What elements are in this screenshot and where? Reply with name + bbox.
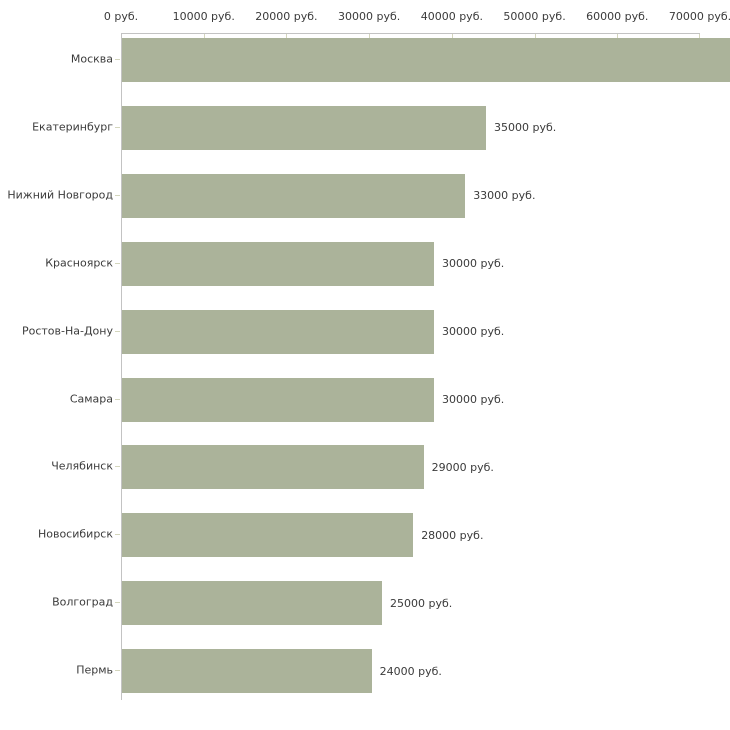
x-axis-tick-mark	[369, 34, 371, 38]
bar-row: 30000 руб.	[122, 377, 730, 422]
bar-value-label: 30000 руб.	[442, 325, 505, 339]
bar-value-label: 24000 руб.	[379, 664, 442, 678]
bar-row: 35000 руб.	[122, 105, 730, 150]
bar-row: 24000 руб.	[122, 649, 730, 694]
bar	[122, 241, 434, 286]
y-axis-tick-mark	[115, 398, 120, 400]
y-axis-tick-mark	[115, 59, 120, 60]
bar-row: 30000 руб.	[122, 309, 730, 354]
y-axis-category-label: Волгоград	[52, 595, 113, 609]
y-axis-category-label: Новосибирск	[37, 527, 113, 541]
y-axis-category-label: Самара	[69, 392, 113, 405]
x-axis-tick-label: 50000 руб.	[503, 10, 566, 23]
y-axis-category-label: Нижний Новгород	[7, 188, 113, 202]
bar	[122, 377, 434, 422]
plot-area: 60000 руб. 35000 руб. 33000 руб. 30000 руб.…	[121, 33, 730, 713]
x-axis-tick-mark	[203, 34, 205, 38]
bar	[122, 649, 372, 694]
bar-value-label: 30000 руб.	[442, 257, 505, 271]
y-axis-tick-mark	[115, 262, 120, 264]
bar	[122, 38, 730, 82]
bar-value-label: 28000 руб.	[421, 528, 484, 542]
x-axis-tick-label: 0 руб.	[103, 10, 139, 23]
y-axis-tick-mark	[115, 602, 120, 604]
bar-value-label: 35000 руб.	[494, 121, 557, 135]
y-axis-tick-mark	[115, 126, 120, 128]
bar-row: 33000 руб.	[122, 173, 730, 218]
y-axis-category-label: Пермь	[76, 663, 113, 677]
bar	[122, 581, 382, 626]
y-axis-tick-mark	[115, 330, 120, 332]
bar	[122, 309, 434, 354]
y-axis-tick-mark	[115, 466, 120, 468]
x-axis-tick-mark	[451, 34, 453, 38]
x-axis-tick-label: 70000 руб.	[668, 10, 730, 23]
bar	[122, 173, 466, 218]
bar-row: 29000 руб.	[122, 445, 730, 490]
x-axis-tick-label: 40000 руб.	[420, 10, 483, 23]
y-axis-labels: Москва Екатеринбург Нижний Новгород Красноя…	[0, 33, 121, 713]
y-axis-category-label: Красноярск	[45, 256, 113, 270]
bar-row: 25000 руб.	[122, 581, 730, 626]
x-axis-tick-mark	[617, 34, 619, 38]
x-axis: 0 руб. 10000 руб. 20000 руб. 30000 руб. 4000…	[104, 0, 730, 33]
x-axis-tick-label: 60000 руб.	[586, 10, 649, 23]
x-axis-tick-label: 20000 руб.	[255, 10, 318, 23]
bar-value-label: 25000 руб.	[390, 596, 453, 610]
y-axis-tick-mark	[115, 534, 120, 536]
y-axis-tick-mark	[115, 194, 120, 196]
y-axis-category-label: Челябинск	[51, 459, 113, 473]
x-axis-tick-mark	[534, 34, 536, 38]
x-axis-tick-label: 30000 руб.	[338, 10, 401, 23]
bar	[122, 445, 424, 490]
x-axis-tick-mark	[699, 34, 700, 38]
bar-row: 30000 руб.	[122, 241, 730, 286]
y-axis-line	[121, 33, 122, 700]
bar-value-label: 30000 руб.	[442, 393, 505, 406]
bar-row: 28000 руб.	[122, 513, 730, 558]
bar	[122, 105, 486, 150]
x-axis-tick-label: 10000 руб.	[172, 10, 235, 23]
bar-row: 60000 руб.	[122, 38, 730, 82]
y-axis-category-label: Екатеринбург	[32, 120, 113, 134]
y-axis-category-label: Ростов-На-Дону	[21, 324, 113, 338]
bar-value-label: 33000 руб.	[473, 189, 536, 203]
bar	[122, 513, 414, 558]
x-axis-tick-mark	[286, 34, 288, 38]
bar-value-label: 29000 руб.	[431, 460, 494, 474]
y-axis-tick-mark	[115, 670, 120, 672]
y-axis-category-label: Москва	[70, 52, 113, 66]
